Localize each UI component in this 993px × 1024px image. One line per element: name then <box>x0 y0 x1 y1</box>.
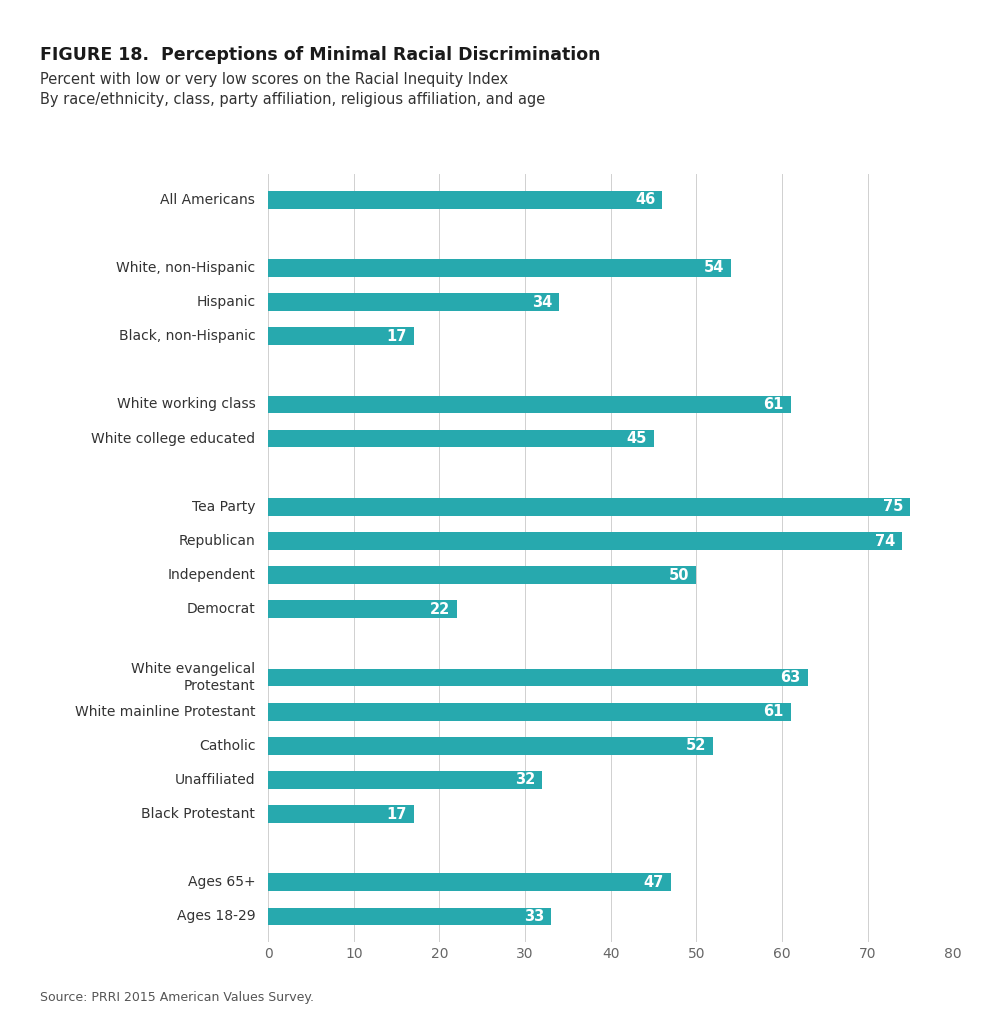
Bar <box>268 566 696 584</box>
Text: 50: 50 <box>669 567 689 583</box>
Text: White working class: White working class <box>116 397 255 412</box>
Bar <box>268 669 807 686</box>
Bar <box>268 737 713 755</box>
Text: 74: 74 <box>875 534 895 549</box>
Bar <box>268 293 559 311</box>
Text: Source: PRRI 2015 American Values Survey.: Source: PRRI 2015 American Values Survey… <box>40 990 314 1004</box>
Bar <box>268 771 542 788</box>
Bar <box>268 190 662 209</box>
Text: 61: 61 <box>764 397 783 412</box>
Text: White college educated: White college educated <box>91 431 255 445</box>
Text: Hispanic: Hispanic <box>197 295 255 309</box>
Bar <box>268 430 653 447</box>
Text: 33: 33 <box>523 909 544 924</box>
Text: All Americans: All Americans <box>161 193 255 207</box>
Bar <box>268 873 670 891</box>
Text: 17: 17 <box>386 807 407 821</box>
Text: FIGURE 18.  Perceptions of Minimal Racial Discrimination: FIGURE 18. Perceptions of Minimal Racial… <box>40 46 600 65</box>
Text: White, non-Hispanic: White, non-Hispanic <box>116 261 255 275</box>
Text: White mainline Protestant: White mainline Protestant <box>74 705 255 719</box>
Text: 61: 61 <box>764 705 783 719</box>
Text: White evangelical
Protestant: White evangelical Protestant <box>131 662 255 693</box>
Bar <box>268 600 457 618</box>
Text: 52: 52 <box>686 738 707 754</box>
Text: Catholic: Catholic <box>199 738 255 753</box>
Bar <box>268 498 911 516</box>
Bar <box>268 328 414 345</box>
Bar <box>268 805 414 823</box>
Bar <box>268 702 790 721</box>
Text: 54: 54 <box>703 260 724 275</box>
Text: Tea Party: Tea Party <box>192 500 255 514</box>
Text: Unaffiliated: Unaffiliated <box>175 773 255 787</box>
Text: Republican: Republican <box>179 534 255 548</box>
Text: Black Protestant: Black Protestant <box>141 807 255 821</box>
Text: Ages 18-29: Ages 18-29 <box>177 909 255 924</box>
Bar <box>268 532 902 550</box>
Text: 17: 17 <box>386 329 407 344</box>
Text: 45: 45 <box>627 431 646 446</box>
Text: 47: 47 <box>643 874 663 890</box>
Bar <box>268 259 731 276</box>
Text: 46: 46 <box>635 193 655 207</box>
Text: Percent with low or very low scores on the Racial Inequity Index: Percent with low or very low scores on t… <box>40 72 507 87</box>
Text: 22: 22 <box>429 602 450 616</box>
Text: 63: 63 <box>780 670 800 685</box>
Text: By race/ethnicity, class, party affiliation, religious affiliation, and age: By race/ethnicity, class, party affiliat… <box>40 92 545 108</box>
Text: 75: 75 <box>883 500 904 514</box>
Text: 34: 34 <box>532 295 552 309</box>
Text: Independent: Independent <box>168 568 255 583</box>
Text: Ages 65+: Ages 65+ <box>188 876 255 890</box>
Bar <box>268 907 551 926</box>
Text: Democrat: Democrat <box>187 602 255 616</box>
Bar <box>268 395 790 414</box>
Text: 32: 32 <box>515 772 535 787</box>
Text: Black, non-Hispanic: Black, non-Hispanic <box>118 329 255 343</box>
